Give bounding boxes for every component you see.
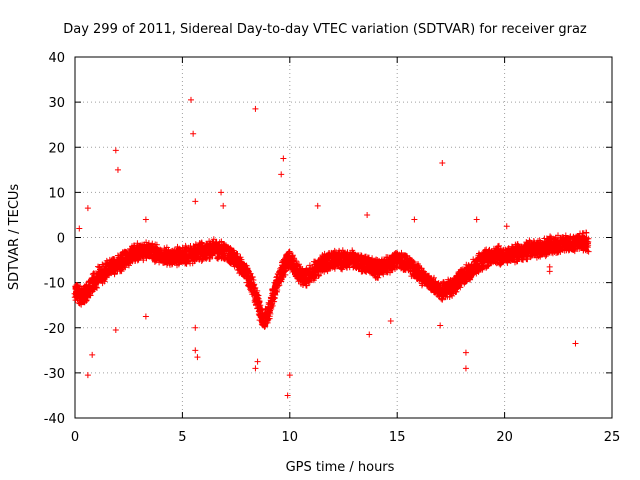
y-tick-labels: -40 -30 -20 -10 0 10 20 30 40 [44,51,65,427]
data-point [439,160,446,167]
x-tick-marks [74,57,613,418]
y-tick-label: 30 [48,96,65,111]
x-tick-label: 25 [604,430,621,445]
data-point [462,365,469,372]
data-point [572,340,579,347]
data-point [252,105,259,112]
data-point [192,347,199,354]
data-point [280,155,287,162]
data-point [194,354,201,361]
data-point [112,327,119,334]
y-tick-label: -20 [44,322,65,337]
trend-marks [71,229,592,330]
y-tick-label: 0 [57,232,65,247]
data-point [411,216,418,223]
data-points [76,96,579,399]
data-point [84,205,91,212]
data-point [364,211,371,218]
x-axis-label: GPS time / hours [286,460,395,475]
data-point [192,324,199,331]
y-tick-label: 10 [48,186,65,201]
data-point [546,268,553,275]
x-tick-label: 15 [389,430,406,445]
data-point [286,372,293,379]
data-point [366,331,373,338]
y-tick-label: -40 [44,412,65,427]
data-point [84,372,91,379]
data-point [437,322,444,329]
x-tick-label: 5 [178,430,186,445]
data-point [187,96,194,103]
data-point [314,202,321,209]
y-tick-marks [75,56,612,419]
data-point [114,166,121,173]
data-point [387,317,394,324]
data-point [284,392,291,399]
data-point [462,349,469,356]
data-point [252,365,259,372]
data-point [473,216,480,223]
grid [75,57,612,418]
data-point [142,313,149,320]
data-point [190,130,197,137]
data-point [89,351,96,358]
y-tick-label: -30 [44,367,65,382]
data-point [192,198,199,205]
x-tick-label: 20 [496,430,513,445]
y-axis-label: SDTVAR / TECUs [7,184,22,291]
data-point [220,202,227,209]
y-tick-label: 40 [48,51,65,66]
data-point [218,189,225,196]
x-tick-labels: 0 5 10 15 20 25 [71,430,620,445]
trend-band [71,229,592,330]
data-point [254,358,261,365]
data-point [112,147,119,154]
data-point [278,171,285,178]
x-tick-label: 10 [282,430,299,445]
y-tick-label: 20 [48,141,65,156]
data-point [503,223,510,230]
x-tick-label: 0 [71,430,79,445]
y-tick-label: -10 [44,277,65,292]
data-point [142,216,149,223]
chart-title: Day 299 of 2011, Sidereal Day-to-day VTE… [63,22,587,37]
data-point [76,225,83,232]
